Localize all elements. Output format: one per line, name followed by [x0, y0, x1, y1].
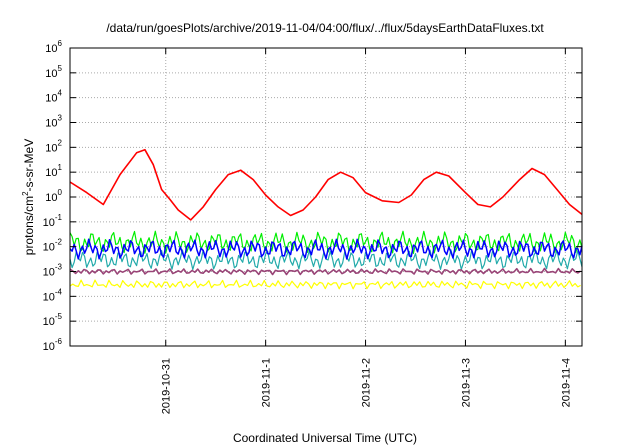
grid [70, 48, 582, 346]
x-axis-label: Coordinated Universal Time (UTC) [233, 431, 417, 445]
series-line [69, 279, 581, 290]
x-tick-label: 2019-10-31 [161, 358, 173, 414]
x-tick-label: 2019-11-1 [261, 358, 273, 407]
y-tick-label: 103 [45, 114, 62, 130]
series-line [69, 267, 582, 276]
y-axis-label-main: protons/cm [22, 196, 36, 255]
y-tick-label: 10-2 [43, 238, 63, 254]
y-tick-label: 102 [45, 138, 62, 154]
x-tick-label: 2019-11-2 [361, 358, 373, 407]
series-line [69, 148, 583, 221]
y-tick-label: 10-3 [43, 263, 63, 279]
y-tick-label: 10-5 [43, 312, 63, 328]
chart-title: /data/run/goesPlots/archive/2019-11-04/0… [106, 21, 544, 35]
x-tick-label: 2019-11-4 [560, 358, 572, 407]
y-tick-label: 105 [45, 64, 62, 80]
y-tick-label: 104 [45, 89, 62, 105]
y-tick-label: 101 [45, 163, 62, 179]
y-axis-label-rest: -s-sr-MeV [22, 139, 36, 192]
y-tick-label: 100 [45, 188, 62, 204]
y-tick-label: 106 [45, 39, 62, 55]
y-axis-label-exponent: 2 [21, 191, 30, 196]
series-line [69, 238, 583, 260]
y-tick-label: 10-4 [43, 287, 63, 303]
axes: 10-6 10-5 10-4 10-3 10-2 10-1 100 101 102 103 104 1… [43, 39, 582, 414]
series-layer [69, 148, 583, 290]
y-axis-label: protons/cm2-s-sr-MeV [21, 139, 36, 255]
x-tick-label: 2019-11-3 [460, 358, 472, 407]
y-tick-label: 10-6 [43, 337, 63, 353]
series-line [69, 249, 583, 271]
y-tick-label: 10-1 [43, 213, 63, 229]
